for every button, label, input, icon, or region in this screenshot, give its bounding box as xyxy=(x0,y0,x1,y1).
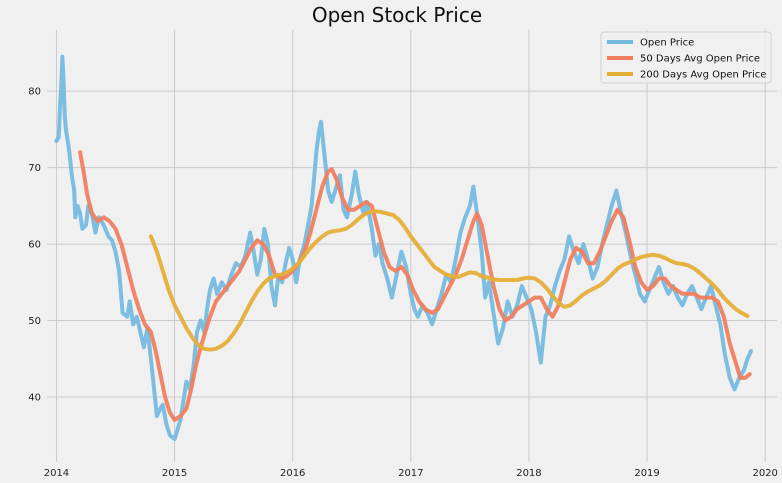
legend-label: Open Price xyxy=(640,38,694,49)
y-tick-label: 50 xyxy=(28,316,41,327)
plot-area xyxy=(47,30,777,462)
x-tick-label: 2018 xyxy=(516,468,541,479)
avg-50-days-line xyxy=(78,150,752,422)
y-tick-label: 60 xyxy=(28,240,41,251)
avg-200-days-line xyxy=(148,209,750,352)
y-axis: 40 50 60 70 80 xyxy=(28,87,41,404)
x-tick-label: 2019 xyxy=(634,468,659,479)
x-tick-label: 2015 xyxy=(162,468,187,479)
x-tick-label: 2020 xyxy=(752,468,777,479)
x-tick-label: 2016 xyxy=(280,468,305,479)
x-tick-label: 2017 xyxy=(398,468,423,479)
x-axis: 2014 2015 2016 2017 2018 2019 2020 xyxy=(44,468,778,479)
open-price-line xyxy=(54,54,753,442)
legend: Open Price 50 Days Avg Open Price 200 Days… xyxy=(600,31,772,84)
x-tick-label: 2014 xyxy=(44,468,69,479)
legend-box xyxy=(600,31,772,84)
legend-label: 50 Days Avg Open Price xyxy=(640,54,760,65)
y-tick-label: 80 xyxy=(28,87,41,98)
legend-label: 200 Days Avg Open Price xyxy=(640,70,766,81)
y-tick-label: 70 xyxy=(28,163,41,174)
chart-title: Open Stock Price xyxy=(312,3,482,27)
y-tick-label: 40 xyxy=(28,393,41,404)
grid-lines xyxy=(47,30,777,462)
series-lines xyxy=(54,54,753,442)
